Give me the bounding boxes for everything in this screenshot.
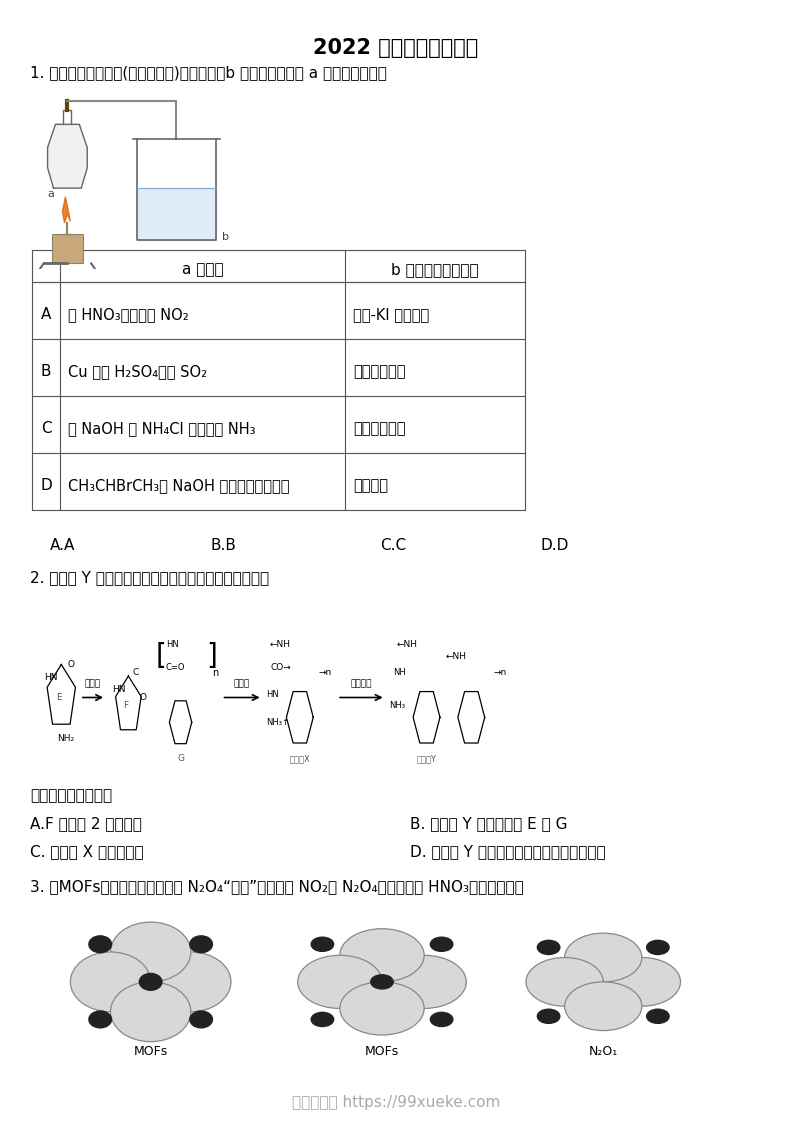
Text: G: G [177, 754, 184, 763]
Text: 浓 NaOH 与 NH₄Cl 溶液生成 NH₃: 浓 NaOH 与 NH₄Cl 溶液生成 NH₃ [68, 421, 255, 436]
Circle shape [646, 1009, 669, 1023]
Text: N₂O₁: N₂O₁ [588, 1045, 618, 1058]
Circle shape [71, 951, 151, 1012]
Text: 2022 年北京卷部分试题: 2022 年北京卷部分试题 [313, 38, 479, 58]
Circle shape [110, 922, 191, 982]
Polygon shape [52, 234, 83, 264]
Text: ←NH: ←NH [270, 641, 291, 650]
Circle shape [297, 955, 382, 1009]
Text: 浓 HNO₃分解生成 NO₂: 浓 HNO₃分解生成 NO₂ [68, 307, 189, 322]
Text: C: C [133, 669, 139, 678]
Text: E: E [56, 693, 62, 702]
Circle shape [538, 940, 560, 955]
Text: A.A: A.A [50, 539, 75, 553]
Text: NH: NH [393, 669, 406, 678]
Text: a 中反应: a 中反应 [182, 263, 224, 277]
Text: C.C: C.C [380, 539, 406, 553]
Text: ]: ] [207, 642, 217, 670]
Text: 久久学科网 https://99xueke.com: 久久学科网 https://99xueke.com [292, 1095, 500, 1110]
Text: C. 高分子 X 中存在氢键: C. 高分子 X 中存在氢键 [30, 844, 144, 859]
Circle shape [340, 982, 424, 1034]
Text: O: O [140, 693, 147, 702]
Circle shape [89, 1011, 112, 1028]
Text: 高分子X: 高分子X [289, 754, 310, 763]
Polygon shape [48, 125, 87, 188]
Text: A: A [40, 307, 52, 322]
Circle shape [311, 1012, 334, 1027]
Circle shape [382, 955, 466, 1009]
Circle shape [89, 936, 112, 953]
Circle shape [565, 982, 642, 1031]
Text: CH₃CHBrCH₃与 NaOH 乙醇溶液生成丙烯: CH₃CHBrCH₃与 NaOH 乙醇溶液生成丙烯 [68, 478, 289, 493]
Text: Cu 与浓 H₂SO₄生成 SO₂: Cu 与浓 H₂SO₄生成 SO₂ [68, 364, 207, 379]
Circle shape [340, 929, 424, 982]
Circle shape [538, 1009, 560, 1023]
Text: HN: HN [266, 690, 279, 699]
Text: b: b [222, 232, 229, 242]
Text: 酥酔溶液变红: 酥酔溶液变红 [353, 421, 405, 436]
Text: B.B: B.B [210, 539, 236, 553]
Text: D.D: D.D [540, 539, 569, 553]
Text: n: n [213, 668, 219, 678]
Text: →n: →n [493, 669, 507, 678]
Circle shape [190, 1011, 213, 1028]
Text: 下列说法不正确的是: 下列说法不正确的是 [30, 788, 112, 803]
Text: MOFs: MOFs [365, 1045, 399, 1058]
Text: b 中检测试剂及现象: b 中检测试剂及现象 [391, 263, 479, 277]
Circle shape [190, 936, 213, 953]
Text: HN: HN [112, 684, 125, 693]
Text: F: F [124, 701, 128, 710]
Circle shape [110, 982, 191, 1041]
Circle shape [151, 951, 231, 1012]
Circle shape [140, 974, 162, 991]
Text: 嫂化剂: 嫂化剂 [234, 680, 250, 689]
Text: 一定条件: 一定条件 [351, 680, 372, 689]
Text: 品红溶液褪色: 品红溶液褪色 [353, 364, 405, 379]
Text: ←NH: ←NH [396, 641, 418, 650]
Text: C: C [40, 421, 52, 436]
Text: →n: →n [319, 669, 331, 678]
Circle shape [431, 937, 453, 951]
Text: 2. 高分子 Y 是一种人工合成的多肽，其合成路线如下。: 2. 高分子 Y 是一种人工合成的多肽，其合成路线如下。 [30, 570, 269, 585]
Circle shape [526, 957, 603, 1006]
Text: CO→: CO→ [270, 663, 291, 672]
Text: HN: HN [44, 673, 58, 682]
Polygon shape [63, 196, 71, 223]
Text: D. 高分子 Y 的合成过程中进行了官能团保护: D. 高分子 Y 的合成过程中进行了官能团保护 [410, 844, 606, 859]
Text: 3. 某MOFs的多孔材料刚好可将 N₂O₄“固定”，实现了 NO₂与 N₂O₄分离并制备 HNO₃，如图所示：: 3. 某MOFs的多孔材料刚好可将 N₂O₄“固定”，实现了 NO₂与 N₂O₄… [30, 879, 523, 894]
Text: C=O: C=O [166, 663, 185, 672]
Text: [: [ [156, 642, 167, 670]
Circle shape [311, 937, 334, 951]
Text: ←NH: ←NH [445, 652, 466, 661]
Text: 淠粉-KI 溶液变蓝: 淠粉-KI 溶液变蓝 [353, 307, 429, 322]
Text: B: B [40, 364, 52, 379]
Text: 高分子Y: 高分子Y [416, 754, 437, 763]
Text: a: a [48, 188, 55, 199]
Text: 1. 利用如图所示装置(夹持装置略)进行实验，b 中现象不能证明 a 中产物生成的是: 1. 利用如图所示装置(夹持装置略)进行实验，b 中现象不能证明 a 中产物生成… [30, 65, 387, 80]
Text: HN: HN [166, 641, 178, 650]
Text: O: O [67, 660, 75, 669]
Text: NH₃: NH₃ [389, 701, 405, 710]
Circle shape [646, 940, 669, 955]
Circle shape [371, 975, 393, 988]
Text: NH₂: NH₂ [58, 734, 75, 743]
Circle shape [603, 957, 680, 1006]
Circle shape [565, 934, 642, 982]
Text: 渴水褪色: 渴水褪色 [353, 478, 388, 493]
Text: NH₃↑: NH₃↑ [266, 718, 289, 727]
Text: 活化剂: 活化剂 [85, 680, 101, 689]
Circle shape [431, 1012, 453, 1027]
Text: D: D [40, 478, 52, 493]
Text: A.F 中含有 2 个酰胺基: A.F 中含有 2 个酰胺基 [30, 816, 142, 831]
Text: B. 高分子 Y 水解可得到 E 和 G: B. 高分子 Y 水解可得到 E 和 G [410, 816, 568, 831]
Text: MOFs: MOFs [133, 1045, 168, 1058]
